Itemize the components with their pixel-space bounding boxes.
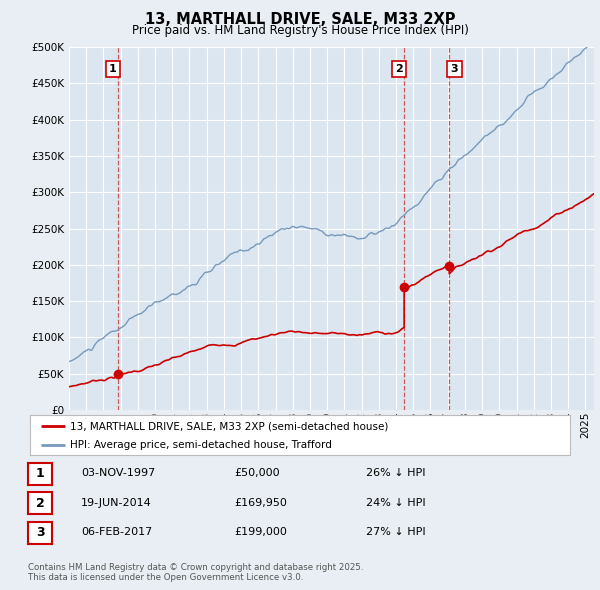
Text: Price paid vs. HM Land Registry's House Price Index (HPI): Price paid vs. HM Land Registry's House …	[131, 24, 469, 37]
Text: 1: 1	[36, 467, 44, 480]
Text: 13, MARTHALL DRIVE, SALE, M33 2XP: 13, MARTHALL DRIVE, SALE, M33 2XP	[145, 12, 455, 27]
Text: 3: 3	[36, 526, 44, 539]
Text: 19-JUN-2014: 19-JUN-2014	[81, 498, 152, 507]
Text: 27% ↓ HPI: 27% ↓ HPI	[366, 527, 425, 537]
Text: 2: 2	[395, 64, 403, 74]
Text: £199,000: £199,000	[234, 527, 287, 537]
Text: 03-NOV-1997: 03-NOV-1997	[81, 468, 155, 478]
Text: HPI: Average price, semi-detached house, Trafford: HPI: Average price, semi-detached house,…	[71, 440, 332, 450]
Text: 06-FEB-2017: 06-FEB-2017	[81, 527, 152, 537]
Text: 24% ↓ HPI: 24% ↓ HPI	[366, 498, 425, 507]
Text: £169,950: £169,950	[234, 498, 287, 507]
Text: 3: 3	[451, 64, 458, 74]
Text: 1: 1	[109, 64, 116, 74]
Text: £50,000: £50,000	[234, 468, 280, 478]
Text: 26% ↓ HPI: 26% ↓ HPI	[366, 468, 425, 478]
Text: Contains HM Land Registry data © Crown copyright and database right 2025.
This d: Contains HM Land Registry data © Crown c…	[28, 563, 364, 582]
Text: 2: 2	[36, 497, 44, 510]
Text: 13, MARTHALL DRIVE, SALE, M33 2XP (semi-detached house): 13, MARTHALL DRIVE, SALE, M33 2XP (semi-…	[71, 421, 389, 431]
